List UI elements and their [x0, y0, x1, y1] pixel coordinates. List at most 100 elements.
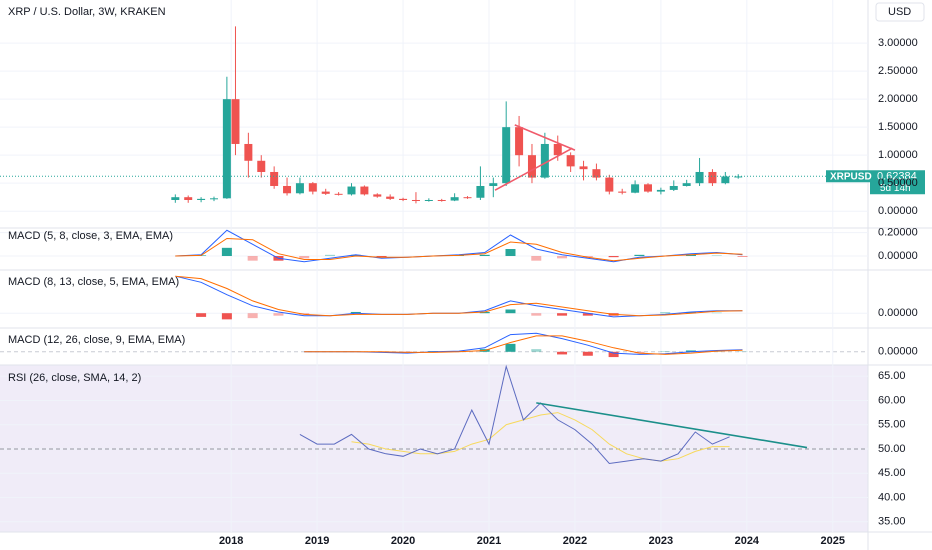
rsi-line — [299, 364, 730, 465]
candle-body — [669, 185, 678, 190]
candle-body — [592, 169, 601, 178]
histogram-bar — [479, 254, 490, 256]
candle-body — [734, 176, 743, 178]
histogram-bar — [557, 313, 568, 316]
y-tick-label: 45.00 — [878, 467, 906, 479]
histogram-bar — [221, 313, 232, 320]
y-tick-label: 2.00000 — [878, 93, 918, 105]
histogram-bar — [325, 254, 336, 256]
x-tick-label: 2019 — [305, 535, 329, 547]
histogram-bar — [350, 254, 361, 256]
candle-body — [489, 183, 498, 186]
y-tick-label: 65.00 — [878, 370, 906, 382]
candle-body — [270, 171, 279, 186]
candle-body — [502, 127, 511, 184]
candle-body — [605, 177, 614, 192]
price-label: XRPUSD 0.62384 5d 14h — [826, 170, 925, 195]
histogram-bar — [505, 343, 516, 352]
candle-body — [411, 199, 420, 201]
candle-body — [197, 198, 206, 200]
y-tick-label: 1.50000 — [878, 121, 918, 133]
histogram-bar — [505, 309, 516, 314]
y-tick-label: 50.00 — [878, 443, 906, 455]
candle-body — [540, 143, 549, 178]
y-tick-label: 60.00 — [878, 394, 906, 406]
histogram-bar — [634, 254, 645, 256]
x-tick-label: 2021 — [477, 535, 501, 547]
y-tick-label: 3.00000 — [878, 37, 918, 49]
histogram-bar — [711, 312, 722, 314]
candle-body — [244, 143, 253, 161]
y-tick-label: 35.00 — [878, 516, 906, 528]
candle-body — [643, 184, 652, 192]
trendline — [536, 402, 808, 449]
candle-body — [231, 99, 240, 144]
pane-title: MACD (5, 8, close, 3, EMA, EMA) — [8, 230, 173, 242]
rsi-signal-line — [351, 412, 730, 462]
candle-body — [171, 197, 180, 200]
pane-title: MACD (8, 13, close, 5, EMA, EMA) — [8, 276, 179, 288]
candle-body — [618, 191, 627, 193]
candle-body — [682, 183, 691, 186]
y-tick-label: 0.00000 — [878, 205, 918, 217]
value-box — [870, 170, 925, 195]
macd-line — [175, 229, 743, 263]
candle-body — [553, 143, 562, 156]
histogram-bar — [531, 313, 542, 316]
histogram-bar — [247, 313, 258, 319]
histogram-bar — [350, 311, 361, 314]
histogram-bar — [582, 351, 593, 356]
y-tick-label: 1.00000 — [878, 149, 918, 161]
candle-body — [463, 197, 472, 199]
histogram-bar — [299, 256, 310, 259]
y-tick-label: 55.00 — [878, 419, 906, 431]
signal-line — [175, 275, 743, 317]
histogram-bar — [685, 350, 696, 352]
candle-body — [209, 198, 218, 200]
signal-line — [175, 237, 743, 262]
x-tick-label: 2025 — [821, 535, 845, 547]
x-tick-label: 2024 — [735, 535, 760, 547]
histogram-bar — [685, 254, 696, 256]
histogram-bar — [608, 351, 619, 358]
candle-body — [721, 176, 730, 184]
y-tick-label: 0.00000 — [878, 307, 918, 319]
x-tick-label: 2023 — [649, 535, 673, 547]
histogram-bar — [531, 256, 542, 261]
candle-body — [450, 197, 459, 201]
histogram-bar — [608, 256, 619, 258]
candle-body — [222, 99, 231, 199]
currency-label[interactable]: USD — [888, 6, 911, 18]
candle-body — [347, 186, 356, 195]
pane-title: RSI (26, close, SMA, 14, 2) — [8, 372, 141, 384]
candle-body — [360, 186, 369, 195]
grid — [0, 0, 868, 532]
histogram-bar — [685, 311, 696, 314]
candle-body — [708, 171, 717, 184]
symbol-box — [826, 170, 870, 183]
x-tick-label: 2022 — [563, 535, 587, 547]
candle-body — [373, 194, 382, 197]
histogram-bar — [531, 349, 542, 352]
countdown-text: 5d 14h — [880, 183, 911, 194]
candle-body — [184, 197, 193, 200]
candle-body — [308, 183, 317, 192]
symbol-title: XRP / U.S. Dollar, 3W, KRAKEN — [8, 6, 166, 18]
histogram-bar — [376, 256, 387, 258]
y-tick-label: 2.50000 — [878, 65, 918, 77]
candle-body — [321, 191, 330, 194]
last-price-text: 0.62384 — [877, 171, 917, 183]
candle-body — [566, 155, 575, 167]
histogram-bar — [557, 256, 568, 259]
trendline — [514, 124, 576, 151]
candle-body — [527, 155, 536, 178]
histogram-bar — [660, 351, 671, 352]
currency-button[interactable] — [875, 2, 925, 22]
trendline — [494, 147, 573, 191]
y-tick-label: 0.00000 — [878, 346, 918, 358]
histogram-bar — [479, 311, 490, 314]
histogram-bar — [737, 256, 748, 257]
histogram-bar — [247, 256, 258, 261]
